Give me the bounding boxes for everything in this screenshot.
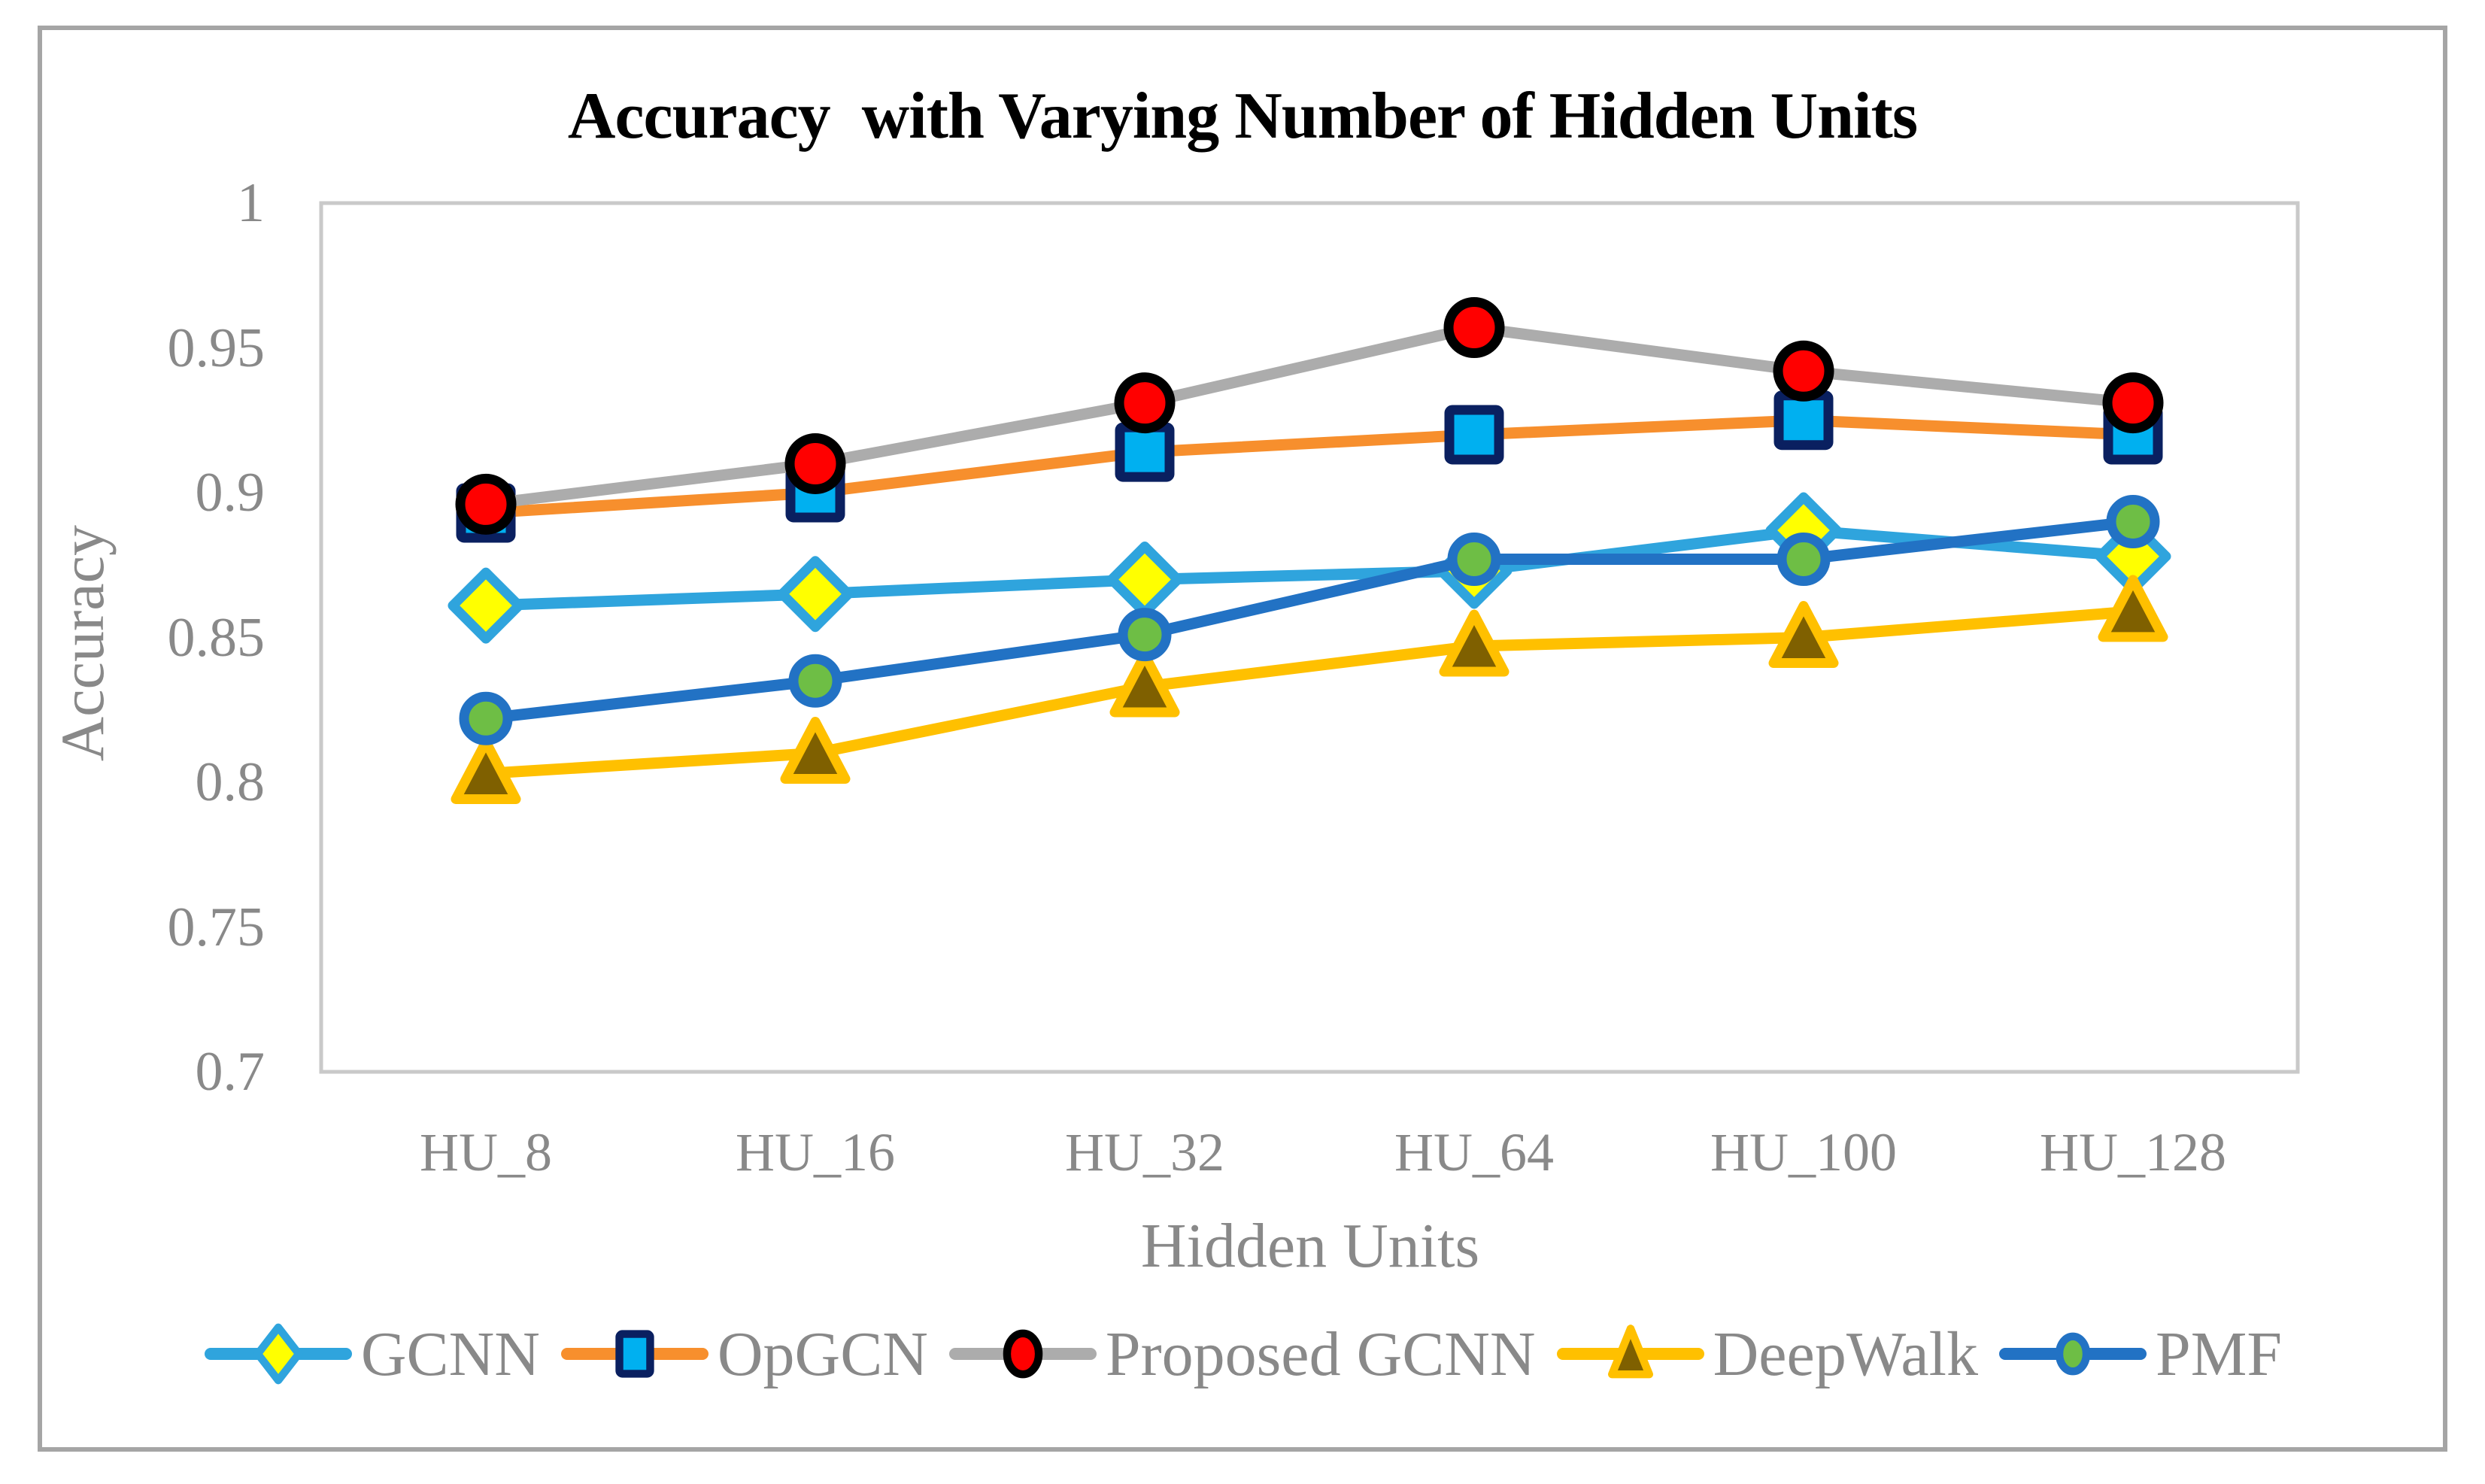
data-point-marker xyxy=(451,736,521,804)
legend-label: Proposed GCNN xyxy=(1105,1319,1536,1389)
legend-swatch-square xyxy=(560,1330,708,1378)
legend-swatch-circle xyxy=(948,1329,1097,1379)
legend-label: DeepWalk xyxy=(1713,1319,1978,1389)
y-tick-label: 0.95 xyxy=(167,317,265,379)
legend-marker xyxy=(253,1323,303,1385)
data-point-marker xyxy=(1447,533,1501,587)
y-tick-label: 0.75 xyxy=(167,896,265,958)
data-point-marker xyxy=(1439,609,1510,677)
data-point-marker xyxy=(1773,390,1834,451)
chart-title: Accuracy with Varying Number of Hidden U… xyxy=(567,80,1918,153)
x-tick-label: HU_64 xyxy=(1394,1122,1554,1182)
data-point-marker xyxy=(455,473,517,535)
legend-label: OpGCN xyxy=(717,1319,928,1389)
data-point-marker xyxy=(1777,533,1831,587)
data-point-marker xyxy=(784,433,846,494)
y-tick-label: 0.8 xyxy=(195,751,265,813)
data-point-marker xyxy=(1773,340,1834,402)
data-point-marker xyxy=(1115,422,1175,482)
data-point-marker xyxy=(1114,372,1176,434)
series-line xyxy=(480,516,2139,724)
legend-marker xyxy=(1003,1329,1043,1379)
x-tick-label: HU_128 xyxy=(2040,1122,2226,1182)
y-tick-label: 0.9 xyxy=(195,462,265,523)
legend-item-proposed-gcnn: Proposed GCNN xyxy=(948,1309,1536,1399)
series-line xyxy=(480,524,2139,612)
series-line xyxy=(480,605,2139,779)
x-tick-label: HU_100 xyxy=(1710,1122,1897,1182)
series-line xyxy=(480,322,2139,510)
legend-item-gcnn: GCNN xyxy=(203,1309,540,1399)
data-point-marker xyxy=(448,567,524,644)
series-pmf xyxy=(459,495,2160,745)
y-tick-label: 1 xyxy=(237,172,265,234)
x-axis-title: Hidden Units xyxy=(1140,1211,1480,1281)
legend: GCNN OpGCN Proposed GCNN DeepWalk PMF xyxy=(0,1303,2485,1405)
legend-swatch-circle-small xyxy=(1999,1332,2147,1376)
series-proposed-gcnn xyxy=(455,297,2164,535)
legend-marker xyxy=(2055,1332,2091,1376)
series-gcnn xyxy=(448,492,2171,644)
data-point-marker xyxy=(459,691,513,745)
plot-border xyxy=(319,201,2300,1074)
data-point-marker xyxy=(788,654,842,708)
data-point-marker xyxy=(1109,650,1180,718)
legend-item-deepwalk: DeepWalk xyxy=(1555,1309,1978,1399)
legend-label: PMF xyxy=(2156,1319,2283,1389)
legend-item-pmf: PMF xyxy=(1998,1309,2282,1399)
series-opgcn xyxy=(456,390,2163,543)
y-tick-label: 0.7 xyxy=(195,1041,265,1103)
data-point-marker xyxy=(2106,495,2160,548)
x-tick-label: HU_8 xyxy=(420,1122,552,1182)
data-point-marker xyxy=(1768,601,1839,668)
data-point-marker xyxy=(1443,297,1505,359)
legend-marker xyxy=(615,1330,654,1378)
data-point-marker xyxy=(777,556,854,633)
legend-swatch-diamond xyxy=(204,1323,352,1385)
figure-border xyxy=(38,26,2447,1452)
data-point-marker xyxy=(780,717,851,784)
legend-label: GCNN xyxy=(360,1319,540,1389)
legend-item-opgcn: OpGCN xyxy=(560,1309,928,1399)
legend-marker xyxy=(1607,1325,1653,1379)
legend-swatch-triangle xyxy=(1556,1325,1704,1379)
x-tick-label: HU_32 xyxy=(1065,1122,1224,1182)
y-tick-label: 0.85 xyxy=(167,606,265,669)
data-point-marker xyxy=(2102,372,2164,434)
series-line xyxy=(480,414,2139,519)
x-tick-label: HU_16 xyxy=(736,1122,895,1182)
data-point-marker xyxy=(1106,542,1183,618)
series-deepwalk xyxy=(451,575,2168,804)
data-point-marker xyxy=(1118,608,1172,662)
data-point-marker xyxy=(1444,405,1504,465)
data-point-marker xyxy=(2098,575,2168,642)
